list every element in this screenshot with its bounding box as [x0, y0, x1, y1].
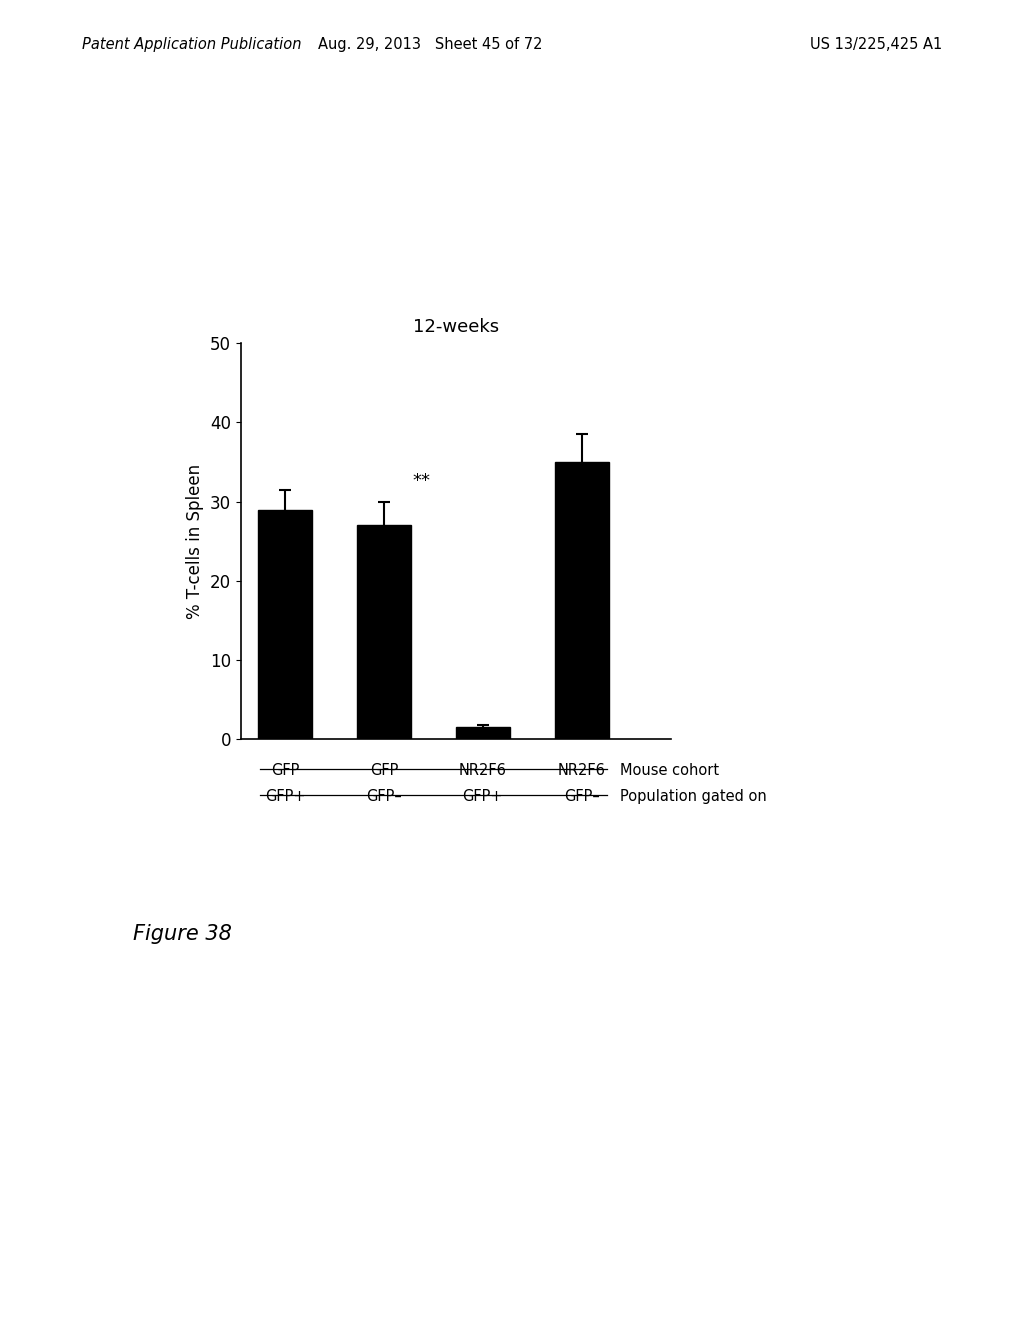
- Text: GFP: GFP: [271, 763, 299, 777]
- Text: GFP–: GFP–: [367, 789, 401, 804]
- Text: Population gated on: Population gated on: [620, 789, 766, 804]
- Text: NR2F6: NR2F6: [558, 763, 605, 777]
- Text: GFP–: GFP–: [564, 789, 600, 804]
- Bar: [356, 525, 412, 739]
- Text: GFP+: GFP+: [463, 789, 503, 804]
- Text: GFP: GFP: [370, 763, 398, 777]
- Text: NR2F6: NR2F6: [459, 763, 507, 777]
- Text: **: **: [413, 471, 430, 490]
- Text: US 13/225,425 A1: US 13/225,425 A1: [810, 37, 942, 51]
- Y-axis label: % T-cells in Spleen: % T-cells in Spleen: [186, 463, 204, 619]
- Bar: [555, 462, 609, 739]
- Text: Mouse cohort: Mouse cohort: [620, 763, 719, 777]
- Title: 12-weeks: 12-weeks: [413, 318, 499, 337]
- Bar: [258, 510, 312, 739]
- Text: GFP+: GFP+: [265, 789, 305, 804]
- Text: Figure 38: Figure 38: [133, 924, 232, 944]
- Text: Aug. 29, 2013   Sheet 45 of 72: Aug. 29, 2013 Sheet 45 of 72: [317, 37, 543, 51]
- Bar: [456, 727, 510, 739]
- Text: Patent Application Publication: Patent Application Publication: [82, 37, 301, 51]
